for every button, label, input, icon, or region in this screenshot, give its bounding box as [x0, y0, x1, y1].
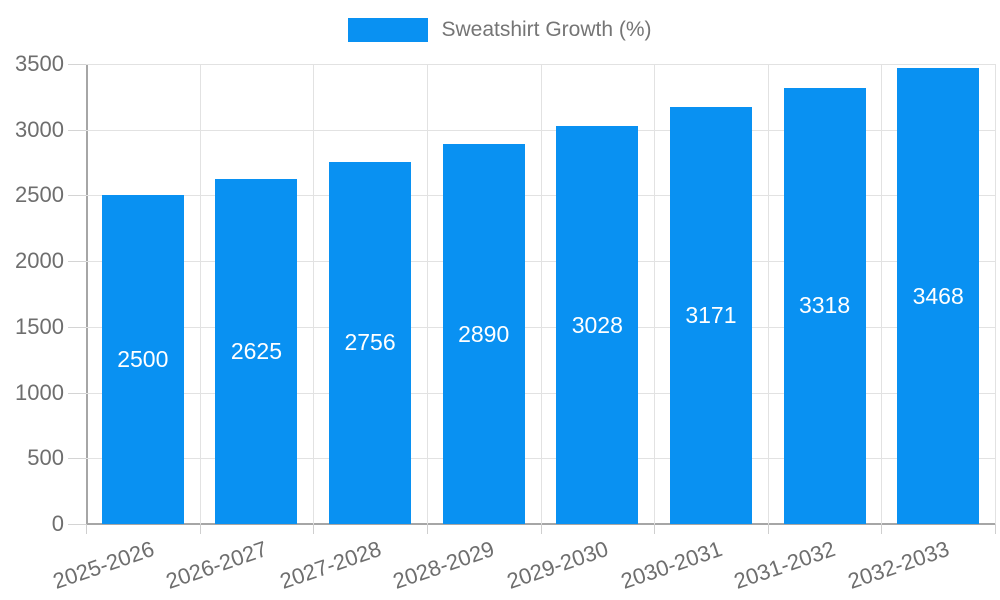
x-gridline — [199, 64, 201, 524]
x-gridline — [313, 64, 315, 524]
bar: 2756 — [329, 161, 412, 524]
bar-value-label: 3468 — [912, 282, 964, 309]
bar: 3028 — [556, 126, 639, 524]
x-tick-mark — [540, 524, 542, 534]
x-tick-mark — [426, 524, 428, 534]
x-gridline — [540, 64, 542, 524]
bar: 2500 — [101, 195, 184, 524]
y-tick-mark — [68, 524, 86, 525]
bar: 3468 — [897, 68, 980, 524]
x-gridline — [654, 64, 656, 524]
y-tick-label: 2000 — [15, 248, 64, 274]
bar-value-label: 3171 — [685, 302, 737, 329]
x-tick-mark — [881, 524, 883, 534]
x-gridline — [995, 64, 996, 524]
legend-series-label: Sweatshirt Growth (%) — [441, 18, 652, 41]
y-tick-mark — [68, 261, 86, 263]
y-tick-mark — [68, 392, 86, 394]
x-tick-mark — [86, 524, 87, 534]
bar-value-label: 2890 — [458, 320, 510, 347]
x-category-label: 2028-2029 — [390, 536, 498, 594]
y-tick-label: 1500 — [15, 313, 64, 339]
x-category-label: 2025-2026 — [49, 536, 157, 594]
y-tick-label: 3500 — [15, 51, 64, 76]
bar: 3171 — [669, 107, 752, 524]
x-gridline — [426, 64, 428, 524]
x-category-label: 2026-2027 — [162, 536, 271, 594]
x-category-label: 2030-2031 — [617, 536, 726, 594]
y-tick-mark — [68, 129, 86, 131]
legend-color-swatch — [348, 18, 429, 42]
bar: 3318 — [783, 87, 866, 524]
x-tick-mark — [767, 524, 769, 534]
plot-area: 2500 2625 2756 2890 3028 3171 3318 3468 — [86, 64, 996, 525]
bar-value-label: 2500 — [117, 346, 169, 373]
bar-value-label: 3028 — [571, 311, 623, 338]
x-category-label: 2032-2033 — [844, 536, 953, 594]
y-axis-line — [86, 64, 88, 524]
chart-legend: Sweatshirt Growth (%) — [0, 18, 1000, 42]
bar: 2625 — [215, 179, 298, 524]
bar-value-label: 2625 — [230, 338, 283, 364]
x-category-label: 2029-2030 — [503, 536, 612, 594]
x-category-label: 2027-2028 — [276, 536, 385, 594]
y-tick-label: 0 — [51, 511, 64, 536]
x-tick-mark — [199, 524, 201, 534]
x-tick-mark — [313, 524, 315, 534]
x-category-label: 2031-2032 — [731, 536, 839, 594]
x-tick-mark — [995, 524, 996, 534]
y-tick-label: 500 — [27, 445, 64, 471]
y-tick-label: 1000 — [15, 379, 64, 405]
y-tick-label: 2500 — [15, 182, 64, 208]
x-gridline — [881, 64, 883, 524]
y-tick-mark — [68, 195, 86, 197]
bar-value-label: 3318 — [798, 292, 851, 319]
bar: 2890 — [442, 144, 525, 524]
y-tick-mark — [68, 458, 86, 460]
x-tick-mark — [654, 524, 656, 534]
y-tick-mark — [68, 64, 86, 65]
x-gridline — [767, 64, 769, 524]
y-tick-mark — [68, 326, 86, 328]
bar-value-label: 2756 — [344, 329, 396, 356]
y-tick-label: 3000 — [15, 116, 64, 142]
